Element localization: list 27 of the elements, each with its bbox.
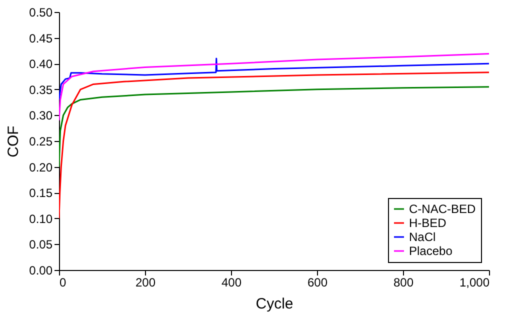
x-tick-label: 400 [221,276,242,290]
legend-label: Placebo [409,244,453,258]
line-series [59,86,489,168]
y-tick-label: 0.00 [29,264,53,278]
y-tick-label: 0.25 [29,134,53,148]
y-tick-label: 0.10 [29,212,53,226]
y-tick-label: 0.50 [29,6,53,20]
y-tick-label: 0.40 [29,57,53,72]
y-tick-label: 0.35 [29,82,53,97]
y-tick-label: 0.15 [29,186,53,200]
line-series [59,53,489,122]
legend-label: H-BED [409,216,447,230]
x-axis-title: Cycle [256,296,294,312]
x-tick-label: 200 [135,276,156,290]
y-axis-title: COF [5,126,22,158]
line-series [59,58,489,100]
legend-label: NaCl [409,230,436,244]
x-tick-label: 800 [393,276,414,290]
x-tick-label: 0 [60,276,66,290]
x-tick-label: 1,000 [459,276,490,290]
y-tick-label: 0.45 [29,31,53,46]
line-series [59,72,489,220]
y-tick-label: 0.05 [29,238,53,252]
x-tick-label: 600 [307,276,328,290]
y-tick-label: 0.20 [29,160,53,174]
legend-label: C-NAC-BED [409,202,476,216]
y-tick-label: 0.30 [29,108,53,123]
